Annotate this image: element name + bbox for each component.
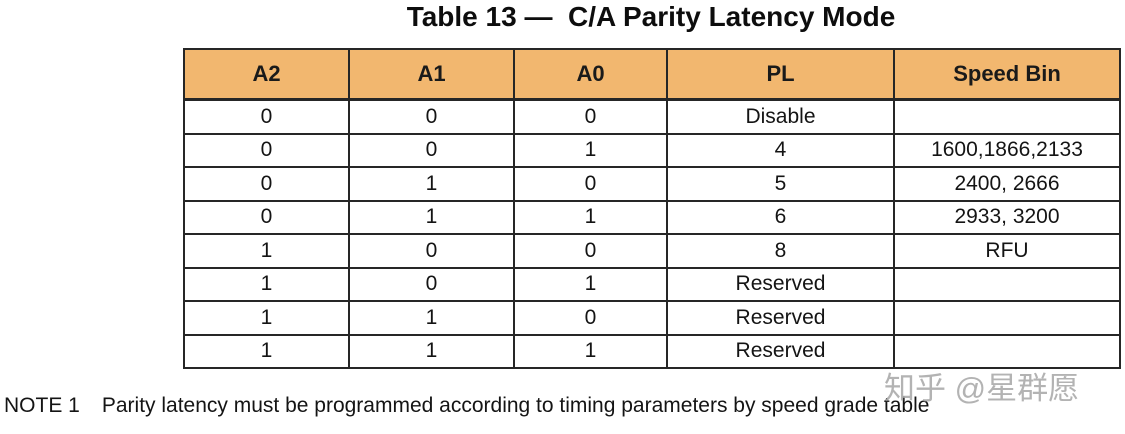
table-cell: 6 <box>666 199 895 235</box>
table-cell: 1 <box>183 300 350 336</box>
table-cell <box>893 266 1121 302</box>
table-cell: 5 <box>666 166 895 202</box>
table-cell <box>893 333 1121 369</box>
table-cell: 0 <box>513 98 668 135</box>
table-cell: 0 <box>513 166 668 202</box>
table-cell: Reserved <box>666 333 895 369</box>
table-cell: 1 <box>513 199 668 235</box>
parity-latency-table: A2 A1 A0 PL Speed Bin 0 0 0 Disable 0 0 … <box>183 48 1121 369</box>
footnote-text: Parity latency must be programmed accord… <box>101 394 930 417</box>
table-cell: 0 <box>183 166 350 202</box>
table-cell: 1 <box>183 333 350 369</box>
table-cell: 1 <box>348 333 515 369</box>
table-row: 1 0 1 Reserved <box>183 266 1121 302</box>
table-cell: 0 <box>183 132 350 168</box>
table-cell: 8 <box>666 233 895 269</box>
table-row: 0 1 1 6 2933, 3200 <box>183 199 1121 235</box>
column-header-a1: A1 <box>348 48 515 101</box>
table-cell: 1 <box>513 333 668 369</box>
table-cell: Reserved <box>666 266 895 302</box>
table-header-row: A2 A1 A0 PL Speed Bin <box>183 48 1121 101</box>
table-cell: 1 <box>183 233 350 269</box>
table-cell: 1 <box>513 132 668 168</box>
table-cell: 0 <box>348 98 515 135</box>
table-row: 1 1 0 Reserved <box>183 300 1121 336</box>
column-header-a0: A0 <box>513 48 668 101</box>
table-cell: Reserved <box>666 300 895 336</box>
table-cell: 0 <box>183 98 350 135</box>
table-cell: 0 <box>183 199 350 235</box>
table-cell: 2400, 2666 <box>893 166 1121 202</box>
table-cell: RFU <box>893 233 1121 269</box>
footnote-label: NOTE 1 <box>4 394 80 417</box>
table-cell: 1600,1866,2133 <box>893 132 1121 168</box>
column-header-a2: A2 <box>183 48 350 101</box>
table-cell: Disable <box>666 98 895 135</box>
footnote: NOTE 1 Parity latency must be programmed … <box>4 394 929 418</box>
column-header-speed-bin: Speed Bin <box>893 48 1121 101</box>
table-row: 0 0 0 Disable <box>183 98 1121 135</box>
table-cell: 0 <box>348 266 515 302</box>
table-row: 0 0 1 4 1600,1866,2133 <box>183 132 1121 168</box>
column-header-pl: PL <box>666 48 895 101</box>
table-cell: 4 <box>666 132 895 168</box>
table-cell: 2933, 3200 <box>893 199 1121 235</box>
table-cell: 0 <box>348 233 515 269</box>
table-title: Table 13 — C/A Parity Latency Mode <box>406 1 896 32</box>
table-cell: 0 <box>348 132 515 168</box>
table-cell: 1 <box>348 166 515 202</box>
table-cell: 1 <box>513 266 668 302</box>
table-cell: 1 <box>348 300 515 336</box>
table-cell: 0 <box>513 300 668 336</box>
table-row: 1 1 1 Reserved <box>183 333 1121 369</box>
table-row: 0 1 0 5 2400, 2666 <box>183 166 1121 202</box>
table-cell <box>893 300 1121 336</box>
table-cell: 1 <box>183 266 350 302</box>
table-cell: 0 <box>513 233 668 269</box>
table-cell <box>893 98 1121 135</box>
table-cell: 1 <box>348 199 515 235</box>
table-row: 1 0 0 8 RFU <box>183 233 1121 269</box>
